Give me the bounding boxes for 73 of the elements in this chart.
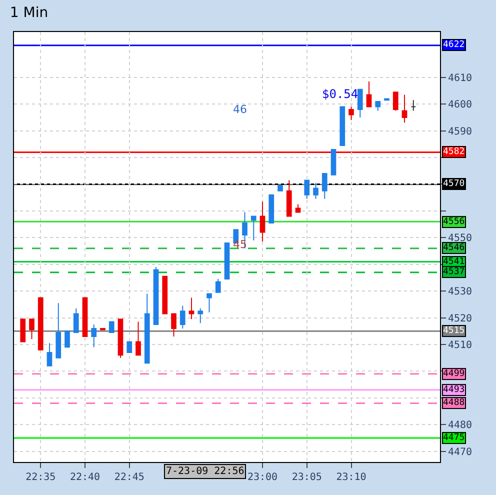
candlestick: [278, 185, 283, 192]
candlestick: [402, 94, 408, 124]
y-tick-label: 4530: [448, 286, 472, 298]
candlestick: [392, 92, 398, 112]
candlestick: [198, 308, 204, 324]
candlestick: [268, 194, 274, 224]
candlestick: [20, 318, 26, 342]
candlestick: [108, 321, 114, 333]
candlestick: [313, 182, 318, 200]
candlestick: [375, 100, 381, 112]
ref-line-label: 4493: [443, 385, 465, 395]
candlestick: [144, 293, 150, 364]
ref-line-label: 4570: [443, 179, 465, 189]
ref-line-label: 4541: [443, 257, 465, 267]
y-tick-label: 4590: [448, 126, 472, 138]
candlestick: [38, 297, 44, 350]
candlestick: [171, 313, 176, 337]
x-tick-label: 22:35: [26, 472, 56, 483]
ref-line-label: 4556: [443, 217, 465, 227]
ref-line-label: 4546: [443, 243, 465, 253]
candlestick: [366, 80, 372, 108]
candlestick: [180, 305, 186, 329]
candlestick: [64, 330, 70, 348]
chart-title: 1 Min: [10, 5, 48, 22]
y-tick-label: 4480: [448, 420, 472, 432]
candlestick: [126, 341, 132, 353]
candlestick: [46, 342, 52, 366]
x-tick-label: 23:00: [247, 472, 278, 483]
ref-line-label: 4537: [443, 267, 465, 277]
candlestick: [224, 242, 230, 280]
x-tick-label: 23:05: [292, 472, 322, 483]
candlestick: [304, 180, 310, 200]
candlestick: [357, 88, 363, 118]
candlestick: [29, 318, 34, 340]
candlestick: [250, 216, 256, 241]
y-tick-label: 4510: [448, 340, 472, 351]
ref-line-label: 4622: [443, 40, 465, 50]
candlestick: [322, 173, 328, 200]
text: 7-23-09 22:56: [166, 466, 244, 477]
candlestick: [162, 276, 168, 314]
x-tick-label: 22:40: [70, 472, 100, 483]
candlestick: [348, 106, 354, 121]
candlestick: [260, 201, 266, 242]
candlestick: [91, 324, 97, 348]
x-tick-label: 22:45: [114, 472, 144, 483]
annotation: 46: [233, 103, 247, 116]
ref-line-label: 4515: [443, 326, 465, 336]
y-tick-label: 4600: [448, 100, 472, 111]
ref-line-label: 4582: [443, 147, 465, 157]
candlestick: [56, 302, 62, 358]
y-tick-label: 4550: [448, 233, 472, 244]
candlestick: [100, 328, 106, 330]
ref-line-label: 4475: [443, 433, 465, 443]
candlestick: [73, 308, 79, 333]
candlestick: [188, 297, 194, 320]
ref-line-label: 4488: [443, 398, 465, 408]
candlestick: [206, 293, 212, 313]
candlestick: [118, 318, 124, 358]
candlestick: [295, 204, 301, 213]
x-tick-label: 23:10: [336, 472, 366, 483]
ref-line-label: 4499: [443, 369, 465, 379]
annotation: $0.54: [322, 87, 358, 101]
candlestick: [82, 297, 88, 337]
candlestick: [215, 278, 221, 293]
candlestick: [340, 106, 346, 146]
candlestick: [330, 149, 336, 176]
candlestick: [410, 100, 416, 112]
candlestick: [153, 266, 159, 325]
y-tick-label: 4610: [448, 72, 472, 84]
y-tick-label: 4520: [448, 313, 472, 324]
candlestick: [286, 180, 292, 217]
candlestick: [136, 321, 141, 356]
y-tick-label: 4470: [448, 446, 472, 458]
